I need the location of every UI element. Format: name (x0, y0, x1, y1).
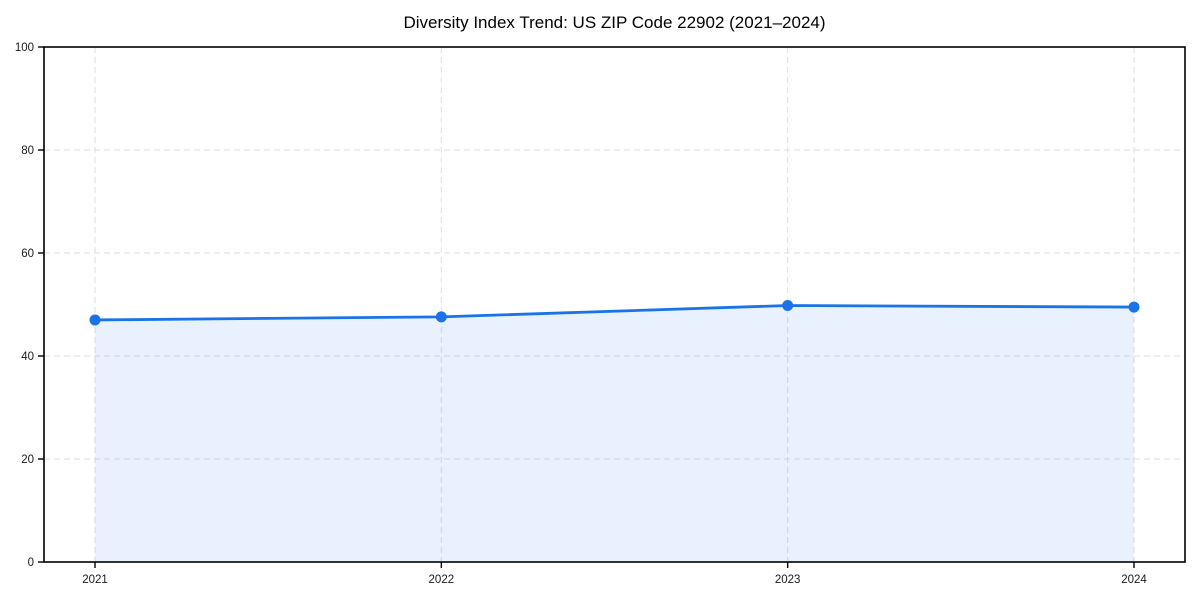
y-axis-tick-label: 0 (28, 557, 34, 569)
x-axis-tick-label: 2021 (82, 574, 108, 586)
y-axis-tick-label: 20 (21, 454, 34, 466)
y-axis-tick-label: 100 (15, 42, 34, 54)
data-point (435, 311, 447, 323)
y-axis-tick-label: 60 (21, 248, 34, 260)
x-axis-tick-label: 2022 (429, 574, 455, 586)
x-axis-tick-label: 2024 (1121, 574, 1147, 586)
trend-line (93, 304, 1136, 322)
data-point (89, 314, 101, 326)
axis-frame (43, 46, 1186, 563)
data-point (1128, 301, 1140, 313)
data-point (782, 300, 794, 312)
x-axis-tick-label: 2023 (775, 574, 801, 586)
y-axis-tick-label: 40 (21, 351, 34, 363)
chart-title: Diversity Index Trend: US ZIP Code 22902… (403, 13, 826, 32)
y-axis-tick-label: 80 (21, 145, 34, 157)
area-fill (95, 305, 1134, 562)
